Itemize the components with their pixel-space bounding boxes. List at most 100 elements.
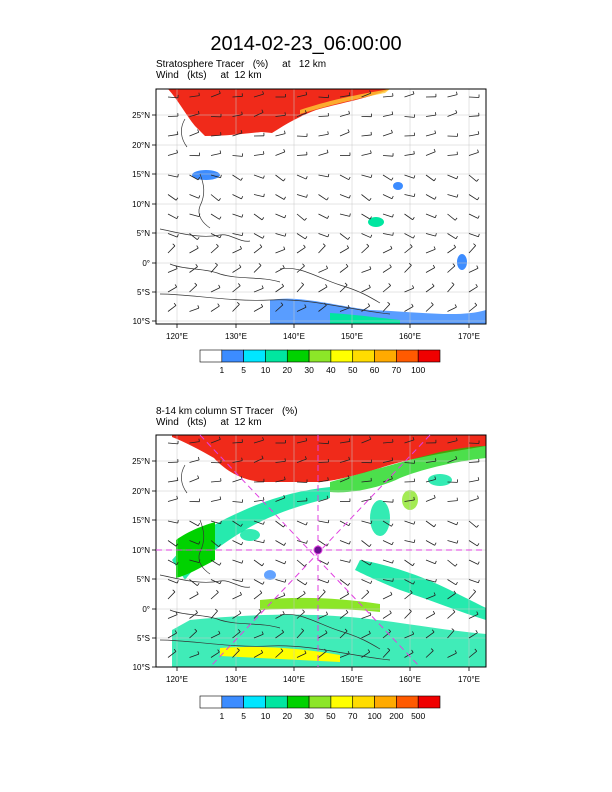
wind-barb-flag xyxy=(326,197,329,201)
colorbar-swatch xyxy=(374,695,397,709)
wind-barb-flag xyxy=(177,174,179,178)
lat-tick-label: 10°S xyxy=(133,663,150,672)
wind-barb-flag xyxy=(387,647,391,651)
coastline xyxy=(181,464,188,494)
wind-barb-flag xyxy=(370,234,373,238)
wind-barb xyxy=(253,93,264,98)
wind-barb xyxy=(189,284,198,293)
wind-barb xyxy=(167,559,178,566)
wind-barb xyxy=(382,285,391,293)
wind-barb-flag xyxy=(240,177,243,181)
wind-barb xyxy=(167,152,178,156)
colorbar-label: 30 xyxy=(304,365,314,375)
wind-barb xyxy=(382,649,391,658)
wind-barb-flag xyxy=(306,194,308,198)
wind-barb xyxy=(339,559,350,563)
wind-barb xyxy=(210,499,221,502)
wind-barb-flag xyxy=(197,237,200,240)
wind-barb-flag xyxy=(322,243,326,246)
wind-barb-flag xyxy=(366,243,370,247)
tracer-field-edge xyxy=(300,89,390,114)
wind-barb xyxy=(447,194,458,198)
wind-barb xyxy=(189,213,200,217)
wind-barb-flag xyxy=(174,284,178,288)
wind-barb-flag xyxy=(305,582,308,586)
wind-barb-flag xyxy=(390,591,393,595)
wind-barb xyxy=(382,155,394,157)
wind-barb xyxy=(447,592,456,600)
wind-barb xyxy=(318,632,328,639)
wind-barb xyxy=(296,579,306,586)
wind-barb-flag xyxy=(475,629,478,633)
wind-barb xyxy=(167,194,177,201)
main-title: 2014-02-23_06:00:00 xyxy=(210,33,402,55)
wind-barb-flag xyxy=(348,110,350,114)
wind-barb-flag xyxy=(349,559,351,563)
wind-barb xyxy=(210,134,221,137)
colorbar-swatch xyxy=(199,695,223,709)
wind-barb xyxy=(318,152,329,156)
wind-barb xyxy=(253,174,264,179)
wind-barb-flag xyxy=(412,436,415,441)
wind-barb xyxy=(425,267,435,273)
wind-barb-flag xyxy=(263,175,265,179)
wind-barb-flag xyxy=(344,282,348,286)
wind-barb-flag xyxy=(410,590,413,593)
wind-barb xyxy=(425,248,436,254)
wind-barb-flag xyxy=(431,283,435,287)
wind-barb-flag xyxy=(435,112,437,116)
wind-barb xyxy=(296,593,306,600)
wind-barb xyxy=(425,213,436,219)
wind-barb-flag xyxy=(240,523,243,527)
wind-barb xyxy=(361,233,371,238)
wind-barb xyxy=(275,194,285,200)
wind-barb xyxy=(425,631,435,639)
wind-barb xyxy=(425,613,435,619)
wind-barb xyxy=(361,268,372,273)
wind-barb xyxy=(468,304,478,312)
wind-barb xyxy=(232,612,242,619)
wind-barb xyxy=(361,614,372,619)
wind-barb xyxy=(253,611,262,619)
wind-barb xyxy=(404,116,415,118)
wind-barb-flag xyxy=(454,304,457,308)
wind-barb-flag xyxy=(176,215,179,219)
wind-barb-flag xyxy=(412,90,415,95)
wind-barb xyxy=(404,462,415,464)
wind-barb-flag xyxy=(453,590,457,594)
wind-barb xyxy=(189,247,199,254)
wind-barb-flag xyxy=(432,264,436,268)
wind-barb xyxy=(253,633,264,639)
coastline xyxy=(159,228,251,242)
wind-barb-flag xyxy=(368,630,371,634)
lat-tick-label: 15°N xyxy=(132,516,150,525)
wind-barb-flag xyxy=(369,266,372,270)
wind-barb-flag xyxy=(434,196,437,200)
wind-barb-flag xyxy=(434,214,437,218)
wind-barb-flag xyxy=(388,629,391,632)
wind-barb-flag xyxy=(236,647,240,651)
wind-barb xyxy=(382,520,392,527)
wind-barb xyxy=(382,233,393,236)
wind-barb xyxy=(167,96,178,99)
wind-barb-flag xyxy=(434,542,437,546)
colorbar-label: 5 xyxy=(241,365,246,375)
wind-barb-flag xyxy=(198,195,201,199)
wind-barb xyxy=(232,650,240,658)
wind-barb-flag xyxy=(241,232,244,236)
wind-barb xyxy=(296,213,305,221)
wind-barb-flag xyxy=(435,458,437,462)
wind-barb-flag xyxy=(260,649,264,653)
wind-barb-flag xyxy=(475,283,478,287)
wind-barb xyxy=(339,630,348,639)
wind-barb xyxy=(296,611,305,619)
wind-barb-flag xyxy=(283,148,286,153)
tracer-patch xyxy=(428,474,452,486)
wind-barb-flag xyxy=(388,283,391,286)
wind-barb-flag xyxy=(198,438,200,442)
wind-barb xyxy=(232,579,243,582)
lat-tick-label: 20°N xyxy=(132,487,150,496)
wind-barb xyxy=(404,153,415,156)
wind-barb xyxy=(404,93,415,98)
wind-barb xyxy=(275,151,285,156)
